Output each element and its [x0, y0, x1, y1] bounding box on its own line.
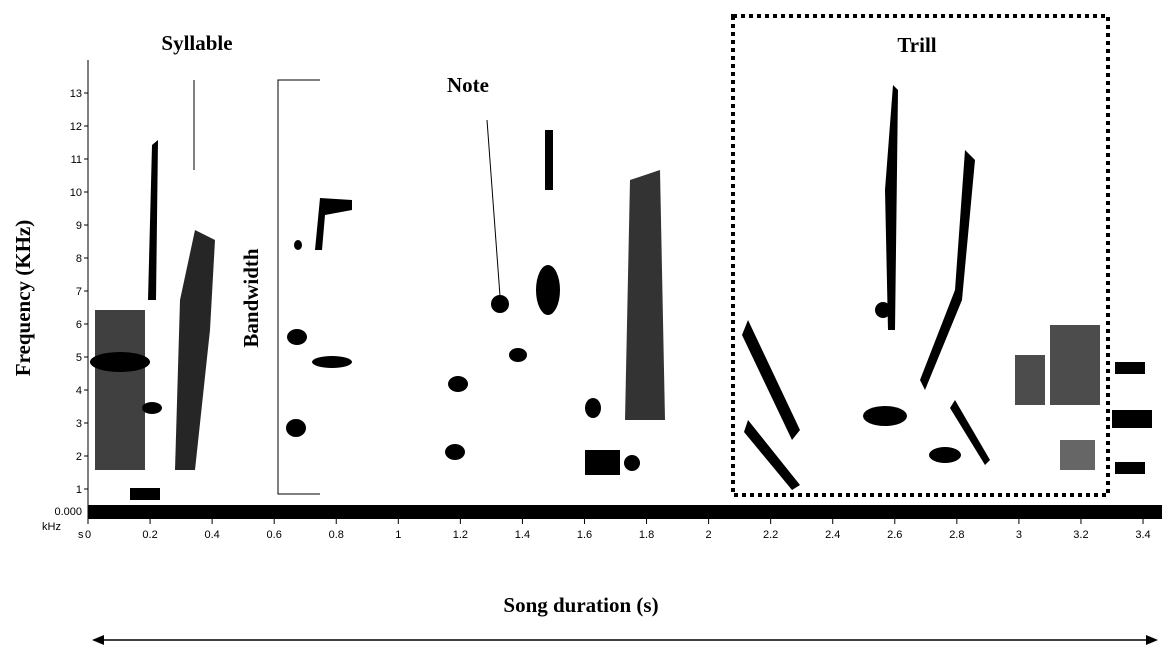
y-tick-label: 13 — [70, 88, 82, 100]
note-blob — [491, 295, 509, 313]
y-tick-label: 3 — [76, 418, 82, 430]
x-tick-label: 3 — [1016, 529, 1022, 541]
noise-band — [88, 505, 1162, 519]
x-tick-label: 0.6 — [267, 529, 282, 541]
trill-blob — [1060, 440, 1095, 470]
trill-blob — [885, 85, 898, 330]
y-axis-label: Frequency (KHz) — [11, 220, 35, 377]
trill-blob — [950, 400, 990, 465]
x-unit: s — [78, 529, 84, 541]
x-tick-label: 2.6 — [887, 529, 902, 541]
blob — [130, 488, 160, 500]
y-tick-label: 8 — [76, 253, 82, 265]
blob — [1112, 410, 1152, 428]
blob — [585, 450, 620, 475]
blob — [142, 402, 162, 414]
y-tick-label: 7 — [76, 286, 82, 298]
blob — [1115, 362, 1145, 374]
x-tick-label: 1 — [395, 529, 401, 541]
y-tick-label: 10 — [70, 187, 82, 199]
bandwidth-label: Bandwidth — [239, 248, 263, 348]
x-tick-label: 1.6 — [577, 529, 592, 541]
blob — [625, 170, 665, 420]
y-tick-label: 12 — [70, 121, 82, 133]
y-tick-label: 11 — [71, 154, 82, 166]
x-tick-label: 2.4 — [825, 529, 840, 541]
x-tick-label: 1.4 — [515, 529, 530, 541]
blob — [175, 230, 215, 470]
blob — [148, 140, 158, 300]
blob — [536, 265, 560, 315]
x-tick-label: 0.2 — [142, 529, 157, 541]
y-tick-label: 4 — [76, 385, 82, 397]
trill-blob — [1015, 355, 1045, 405]
x-tick-label: 2.8 — [949, 529, 964, 541]
y-tick-label: 1 — [76, 484, 82, 496]
x-tick-label: 1.2 — [453, 529, 468, 541]
trill-blob — [929, 447, 961, 463]
blob — [294, 240, 302, 250]
x-tick-label: 3.4 — [1135, 529, 1150, 541]
trill-blob — [742, 320, 800, 440]
blob — [312, 356, 352, 368]
trill-blob — [1050, 325, 1100, 405]
blob — [286, 419, 306, 437]
blob — [445, 444, 465, 460]
trill-box — [731, 14, 1110, 497]
x-tick-label: 2.2 — [763, 529, 778, 541]
x-tick-label: 0.8 — [329, 529, 344, 541]
x-tick-label: 1.8 — [639, 529, 654, 541]
blob — [585, 398, 601, 418]
trill-blob — [920, 150, 975, 390]
trill-blob — [875, 302, 891, 318]
y-tick-label: 5 — [76, 352, 82, 364]
blob — [509, 348, 527, 362]
x-tick-label: 0 — [85, 529, 91, 541]
blob — [90, 352, 150, 372]
spectrogram — [88, 85, 1162, 519]
x-tick-label: 0.4 — [204, 529, 219, 541]
x-tick-label: 2 — [706, 529, 712, 541]
y-tick-label: 9 — [76, 220, 82, 232]
blob — [448, 376, 468, 392]
note-label: Note — [447, 73, 489, 97]
note-pointer — [486, 119, 501, 297]
syllable-label: Syllable — [161, 31, 232, 55]
x-axis-label: Song duration (s) — [503, 593, 658, 617]
y-zero-label: 0.000 — [54, 506, 82, 518]
x-tick-label: 3.2 — [1073, 529, 1088, 541]
blob — [624, 455, 640, 471]
trill-label: Trill — [897, 33, 936, 57]
trill-blob — [744, 420, 800, 490]
blob — [545, 130, 553, 190]
bandwidth-bracket — [277, 79, 320, 495]
y-unit: kHz — [42, 521, 61, 533]
trill-blob — [863, 406, 907, 426]
y-tick-label: 6 — [76, 319, 82, 331]
blob — [95, 310, 145, 470]
y-tick-label: 2 — [76, 451, 82, 463]
blob — [315, 198, 352, 250]
blob — [1115, 462, 1145, 474]
blob — [287, 329, 307, 345]
